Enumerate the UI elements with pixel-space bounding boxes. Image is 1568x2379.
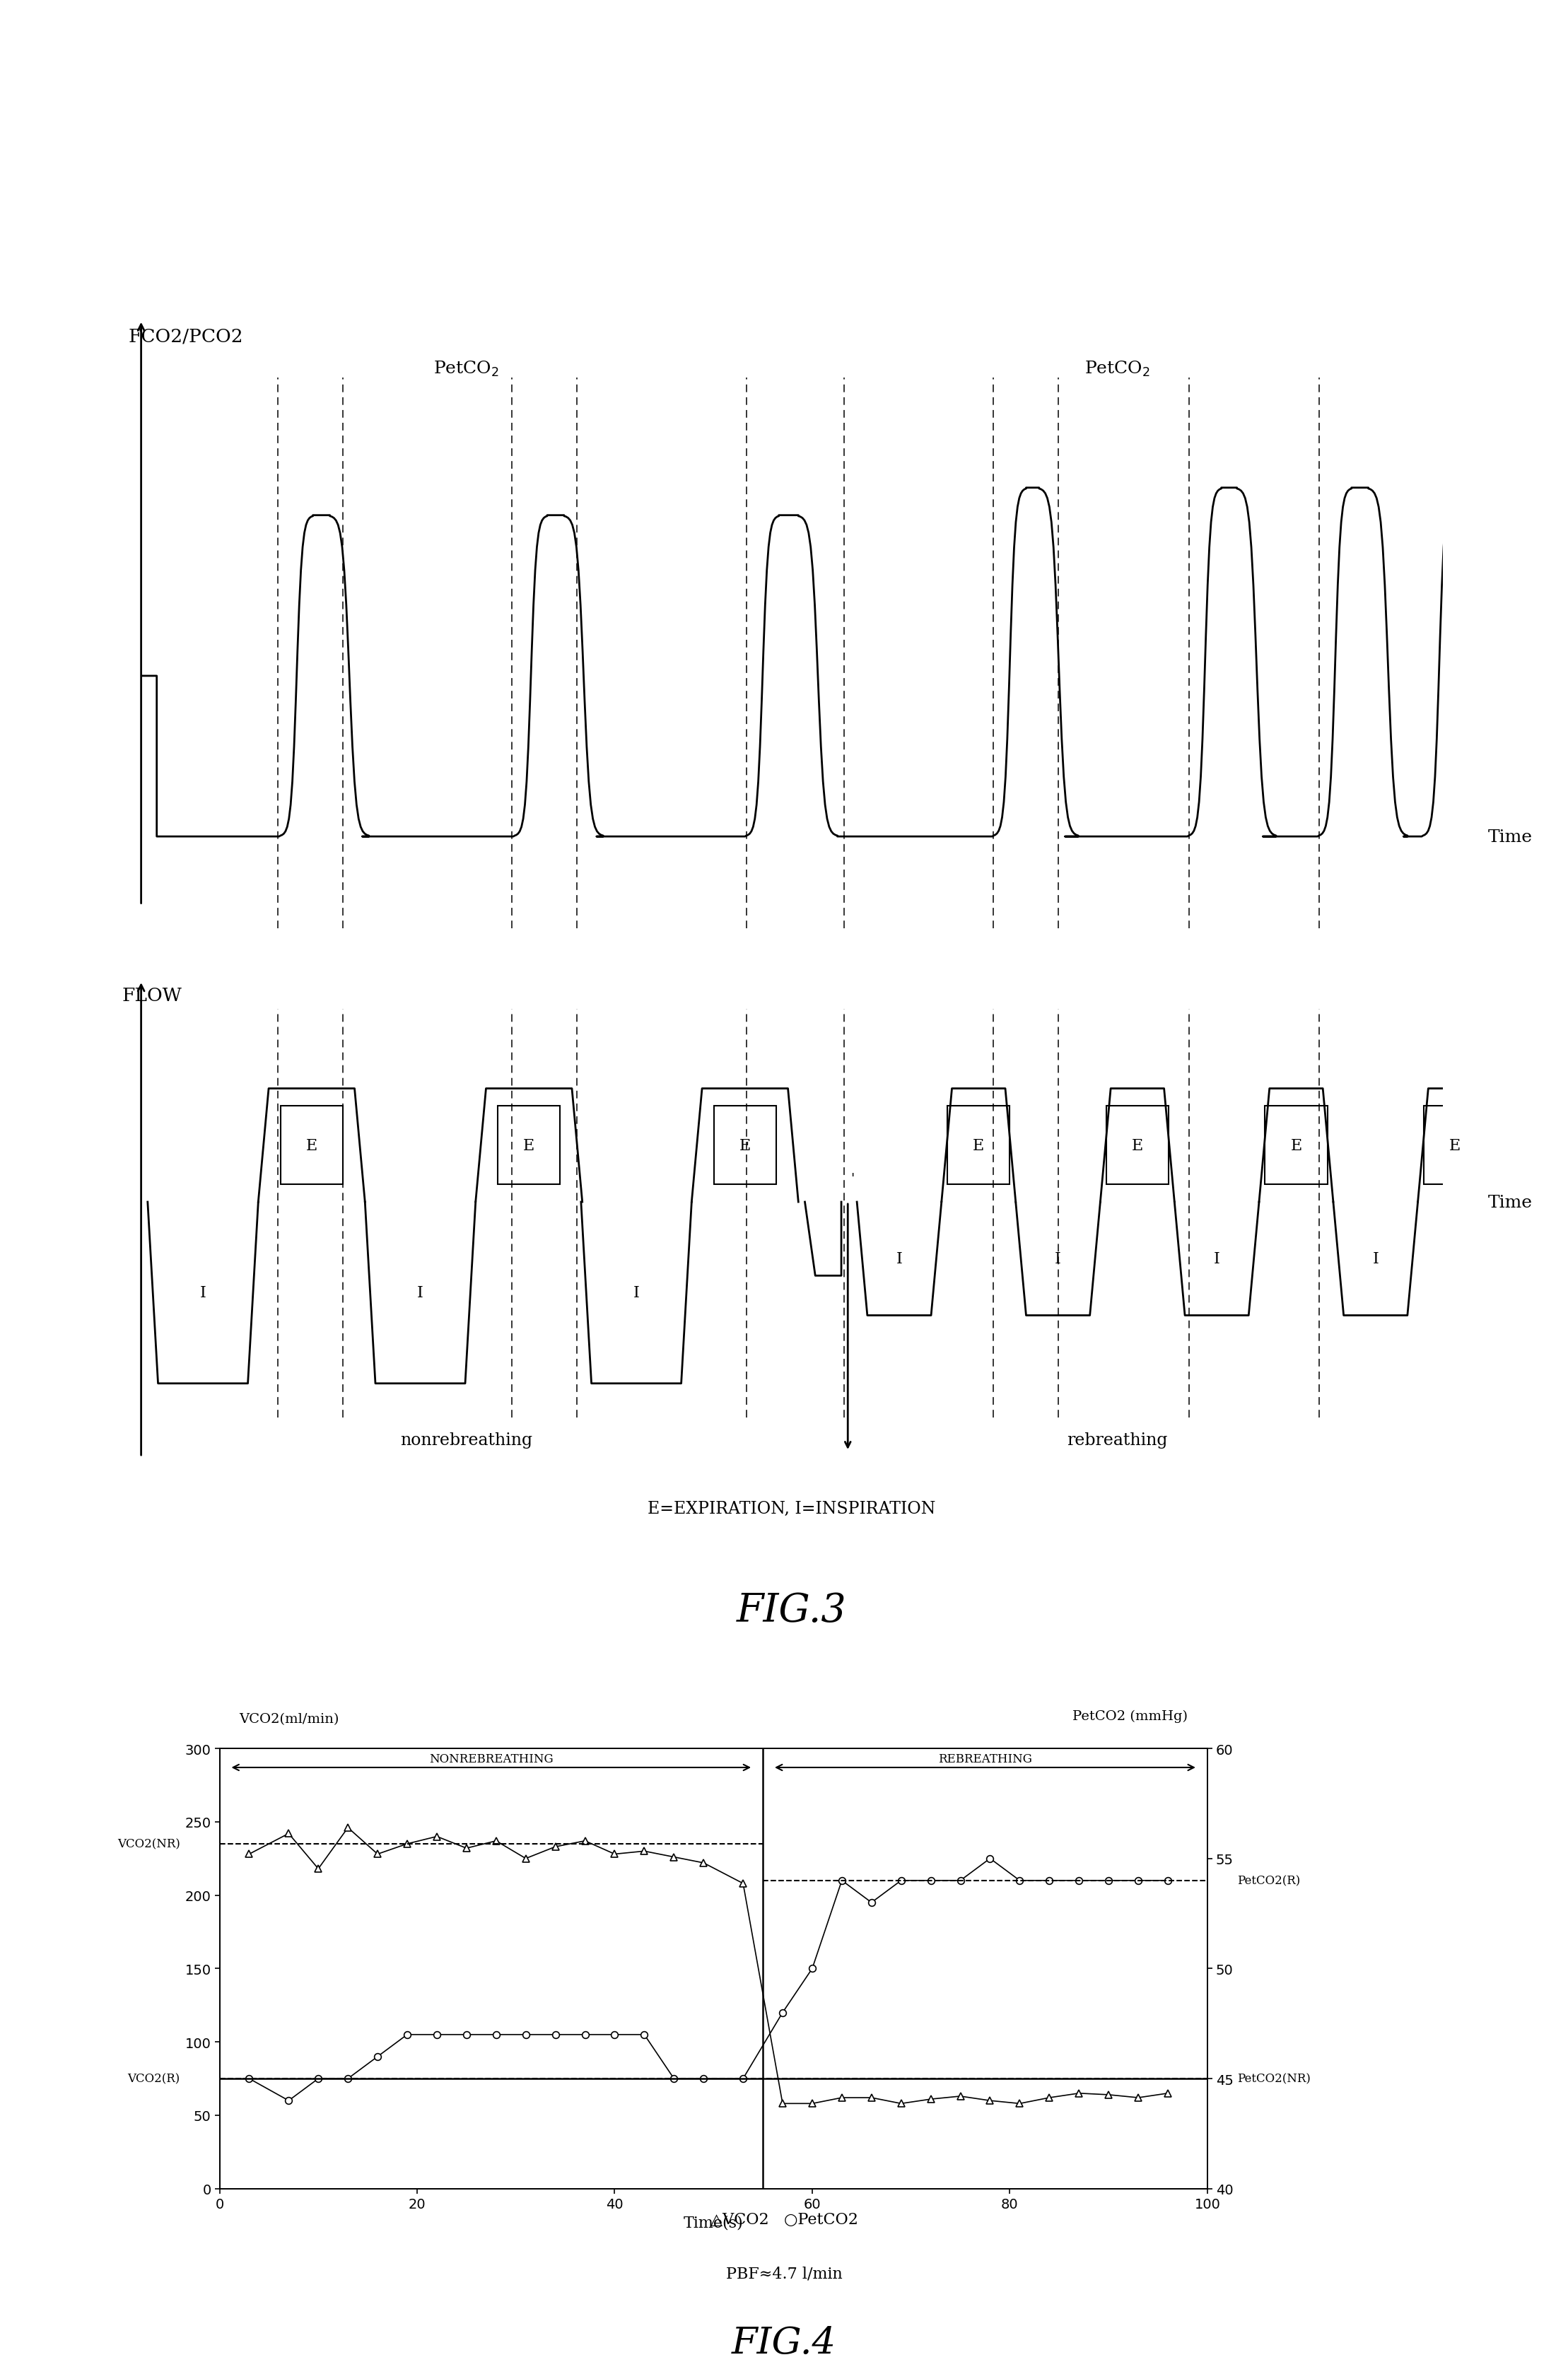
- Text: E: E: [739, 1137, 751, 1154]
- Text: PBF≈4.7 l/min: PBF≈4.7 l/min: [726, 2265, 842, 2281]
- Text: E: E: [524, 1137, 535, 1154]
- Text: E: E: [1132, 1137, 1143, 1154]
- Text: Time: Time: [1488, 828, 1532, 845]
- Text: I: I: [1055, 1251, 1062, 1266]
- Text: I: I: [1214, 1251, 1220, 1266]
- Text: VCO2(R): VCO2(R): [127, 2072, 180, 2084]
- Text: E: E: [1449, 1137, 1461, 1154]
- Text: VCO2(NR): VCO2(NR): [118, 1839, 180, 1851]
- Text: I: I: [1372, 1251, 1378, 1266]
- X-axis label: Time(s): Time(s): [684, 2215, 743, 2229]
- Text: FCO2/PCO2: FCO2/PCO2: [129, 328, 243, 345]
- Text: REBREATHING: REBREATHING: [938, 1753, 1032, 1765]
- Text: E: E: [306, 1137, 317, 1154]
- Text: VCO2(ml/min): VCO2(ml/min): [240, 1713, 339, 1725]
- Text: NONREBREATHING: NONREBREATHING: [430, 1753, 554, 1765]
- Text: ': ': [850, 1173, 855, 1185]
- Text: PetCO$_2$: PetCO$_2$: [1085, 359, 1149, 378]
- Text: PetCO$_2$: PetCO$_2$: [434, 359, 499, 378]
- Text: rebreathing: rebreathing: [1066, 1432, 1168, 1449]
- Text: I: I: [633, 1285, 640, 1301]
- Text: I: I: [417, 1285, 423, 1301]
- Text: FIG.3: FIG.3: [737, 1592, 847, 1630]
- Text: FIG.4: FIG.4: [732, 2324, 836, 2360]
- Text: I: I: [199, 1285, 205, 1301]
- Text: E=EXPIRATION, I=INSPIRATION: E=EXPIRATION, I=INSPIRATION: [648, 1501, 936, 1515]
- Text: PetCO2 (mmHg): PetCO2 (mmHg): [1073, 1708, 1187, 1722]
- Text: PetCO2(R): PetCO2(R): [1237, 1875, 1300, 1887]
- Text: E: E: [972, 1137, 985, 1154]
- Text: nonrebreathing: nonrebreathing: [400, 1432, 533, 1449]
- Text: I: I: [895, 1251, 902, 1266]
- Text: FLOW: FLOW: [122, 987, 182, 1004]
- Text: △VCO2   ○PetCO2: △VCO2 ○PetCO2: [710, 2212, 858, 2227]
- Text: PetCO2(NR): PetCO2(NR): [1237, 2072, 1311, 2084]
- Text: Time: Time: [1488, 1194, 1532, 1211]
- Text: E: E: [1290, 1137, 1301, 1154]
